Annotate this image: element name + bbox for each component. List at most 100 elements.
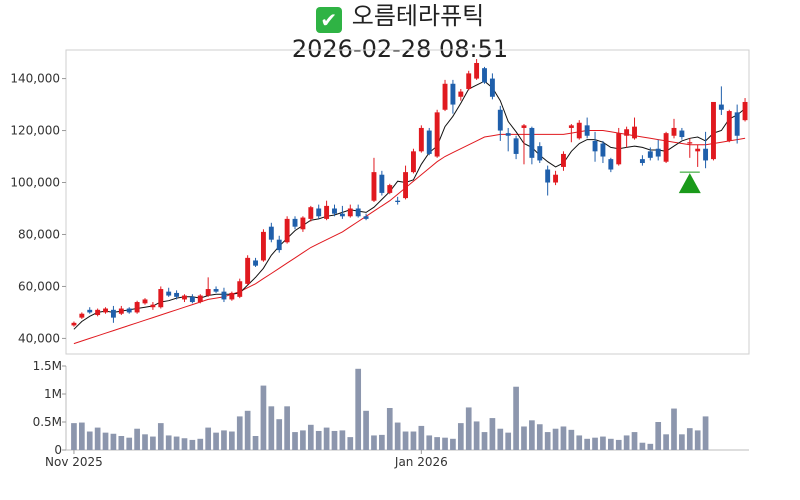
candle <box>600 140 606 164</box>
candle-body <box>624 129 630 136</box>
candle-body <box>229 292 235 300</box>
candle <box>679 127 685 140</box>
volume-bar <box>544 432 551 450</box>
candle-body <box>276 239 282 251</box>
volume-bar <box>134 428 140 450</box>
volume-bar <box>576 435 583 450</box>
candle-body <box>87 309 93 313</box>
x-tick-label: Nov 2025 <box>45 455 103 469</box>
candle <box>197 294 203 304</box>
candle-body <box>292 218 298 227</box>
volume-bar <box>694 430 701 450</box>
volume-bar <box>181 438 188 450</box>
candle-body <box>418 127 424 152</box>
candle-body <box>529 127 535 158</box>
candle-body <box>734 112 740 136</box>
candle <box>347 204 353 218</box>
candle <box>442 79 448 112</box>
candle <box>276 235 282 253</box>
candle <box>537 142 543 164</box>
candle <box>308 205 314 222</box>
candle-body <box>197 295 203 303</box>
volume-tick-label: 1.5M <box>33 359 62 373</box>
candle <box>150 302 156 310</box>
price-tick-label: 40,000 <box>18 331 60 345</box>
candle-body <box>403 172 408 199</box>
candle-body <box>655 148 661 157</box>
candle <box>355 204 361 218</box>
candle-body <box>521 125 527 128</box>
candle <box>411 148 416 174</box>
volume-bar <box>552 428 559 450</box>
candle <box>253 257 258 267</box>
candle-body <box>182 295 187 300</box>
candle <box>497 105 503 141</box>
candle <box>379 170 385 196</box>
stock-name: 오름테라퓨틱 <box>351 2 485 30</box>
candle-body <box>600 143 606 157</box>
price-plot-frame <box>65 49 750 355</box>
candle <box>513 135 519 160</box>
price-tick-label: 80,000 <box>18 227 60 241</box>
candle-body <box>545 169 551 183</box>
candle <box>663 131 669 164</box>
candle-body <box>71 322 77 326</box>
candle-body <box>395 200 401 202</box>
candle-body <box>189 296 195 303</box>
candle-body <box>639 159 645 164</box>
candle-body <box>142 299 148 304</box>
candle <box>316 204 322 219</box>
candle-body <box>126 308 132 313</box>
candle-body <box>110 309 116 318</box>
volume-bar <box>671 408 677 450</box>
volume-bar <box>260 385 267 450</box>
volume-bar <box>252 436 259 450</box>
volume-bar <box>379 434 385 450</box>
price-tick-label: 120,000 <box>10 124 60 138</box>
volume-bar <box>300 430 306 450</box>
candle-body <box>434 112 440 157</box>
candle <box>655 139 661 161</box>
volume-bar <box>102 432 109 450</box>
volume-bar <box>205 427 212 450</box>
candle <box>426 127 432 156</box>
candle-body <box>221 291 227 300</box>
volume-bar <box>355 368 362 450</box>
candle-body <box>703 148 709 161</box>
volume-bar <box>315 430 322 450</box>
volume-bar <box>394 422 401 450</box>
candle <box>260 229 266 262</box>
volume-bar <box>465 407 472 450</box>
candle-body <box>300 217 306 230</box>
candle <box>624 126 630 148</box>
volume-bar <box>402 431 409 450</box>
volume-bar <box>229 431 235 450</box>
candle-body <box>213 289 219 292</box>
ma5-line <box>73 80 746 330</box>
candle <box>126 307 132 314</box>
candle-body <box>174 292 180 297</box>
volume-tick-label: 0.5M <box>33 415 62 429</box>
volume-bar <box>284 406 290 450</box>
candle-body <box>355 208 361 217</box>
volume-bar <box>607 438 614 450</box>
candle <box>142 298 148 305</box>
volume-bar <box>165 435 172 450</box>
candle-body <box>616 133 622 165</box>
candle-body <box>442 83 448 110</box>
volume-bar <box>584 438 590 450</box>
price-panel: 40,000 60,000 80,000 100,000 120,000 140,000 <box>10 49 750 355</box>
candle <box>245 255 251 286</box>
candle-body <box>592 140 598 152</box>
candle <box>221 287 227 303</box>
volume-bar <box>213 432 219 450</box>
candle-body <box>497 109 503 131</box>
candle <box>87 307 93 314</box>
candle <box>458 88 464 101</box>
candle <box>371 157 377 202</box>
candle <box>545 165 551 196</box>
volume-bar <box>473 421 480 450</box>
candle <box>189 294 195 304</box>
volume-bar <box>197 438 204 450</box>
candle <box>647 147 653 161</box>
